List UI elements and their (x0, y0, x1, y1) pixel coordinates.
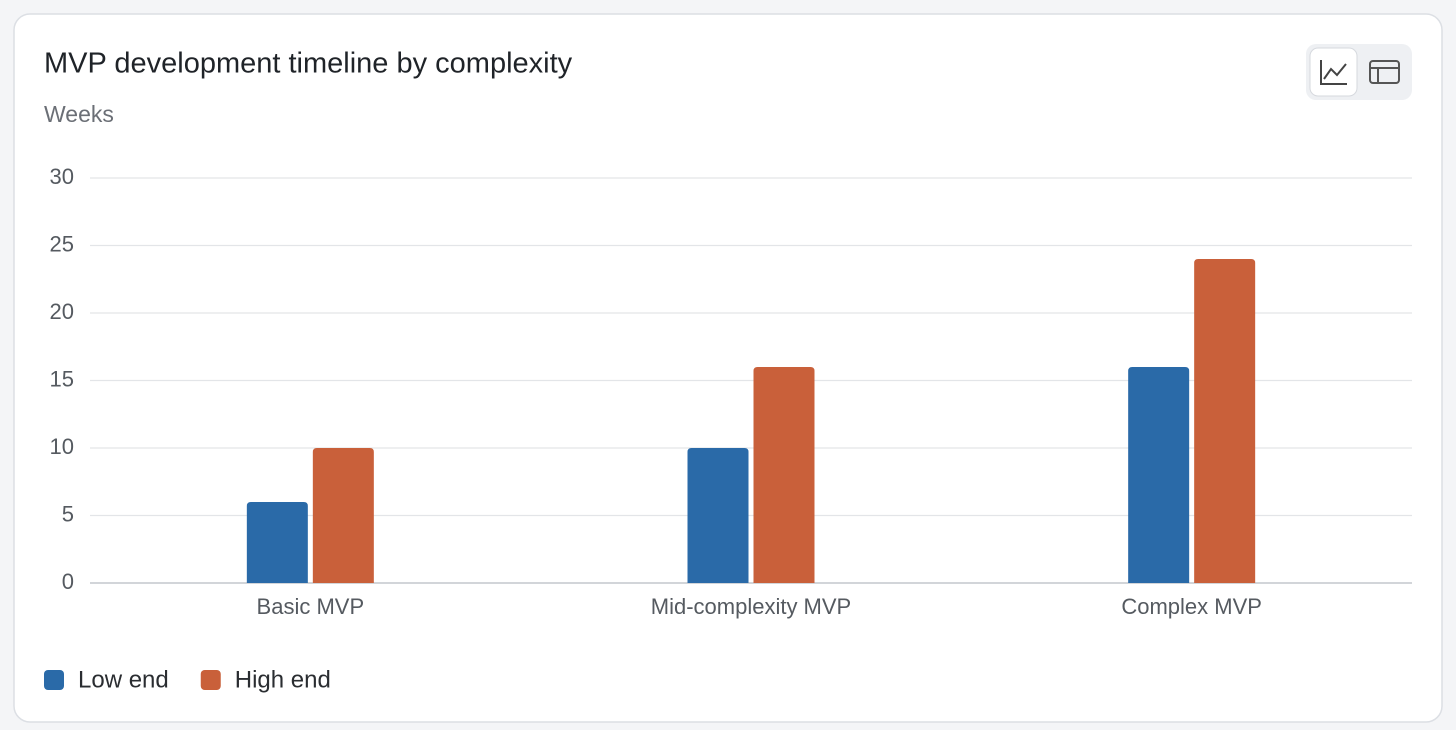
bar (312, 448, 374, 583)
x-tick-label: Complex MVP (1121, 594, 1262, 619)
x-tick-label: Basic MVP (257, 594, 365, 619)
y-tick-label: 10 (50, 434, 74, 459)
y-axis-label: Weeks (44, 101, 114, 127)
legend-label: Low end (78, 666, 169, 693)
bar (246, 502, 308, 583)
view-toggle (1306, 44, 1412, 100)
y-tick-label: 25 (50, 231, 74, 256)
legend-label: High end (235, 666, 331, 693)
chart-icon-line (1323, 63, 1347, 80)
table-icon (1369, 60, 1400, 84)
chart-title: MVP development timeline by complexity (44, 48, 573, 80)
chart-icon-axis (1320, 60, 1347, 85)
legend-swatch (44, 670, 64, 690)
bar (687, 448, 749, 583)
bar (753, 367, 815, 583)
y-tick-label: 0 (62, 569, 74, 594)
y-tick-label: 20 (50, 299, 74, 324)
y-tick-label: 30 (50, 164, 74, 189)
bar (1128, 367, 1190, 583)
y-tick-label: 15 (50, 366, 74, 391)
x-tick-label: Mid-complexity MVP (651, 594, 851, 619)
chart-view-button[interactable] (1309, 47, 1358, 97)
table-view-button[interactable] (1369, 60, 1400, 84)
bar (1194, 259, 1256, 583)
y-tick-label: 5 (62, 501, 74, 526)
legend-swatch (200, 670, 221, 690)
